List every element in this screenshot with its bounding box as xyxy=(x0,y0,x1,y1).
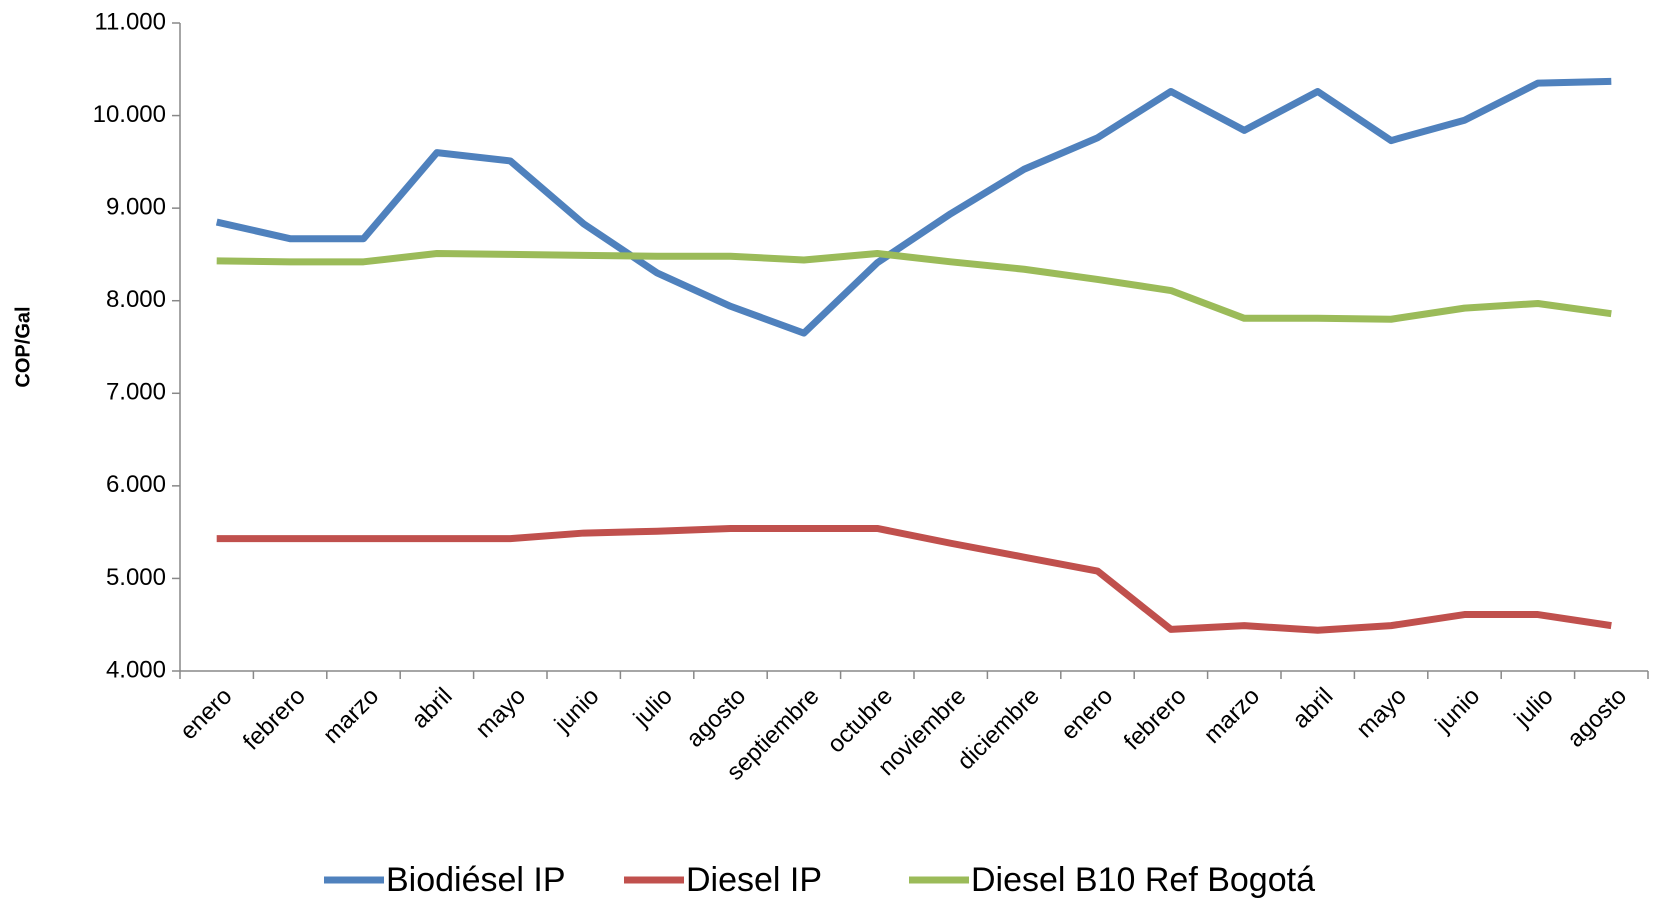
series-line xyxy=(216,250,1612,323)
series-line xyxy=(216,524,1612,634)
y-tick-label: 4.000 xyxy=(106,656,166,683)
x-tick-label: junio xyxy=(1430,683,1486,739)
y-tick-label: 9.000 xyxy=(106,193,166,220)
x-tick-label: marzo xyxy=(1199,683,1265,749)
y-tick-label: 11.000 xyxy=(94,8,166,35)
legend-label: Diesel IP xyxy=(686,861,822,899)
x-tick-label: enero xyxy=(1056,683,1119,746)
y-tick-label: 7.000 xyxy=(106,379,166,406)
x-tick-label: julio xyxy=(1509,683,1559,733)
legend-label: Diesel B10 Ref Bogotá xyxy=(971,861,1315,899)
x-tick-label: abril xyxy=(406,683,457,734)
y-tick-label: 10.000 xyxy=(93,101,166,128)
x-tick-label: enero xyxy=(175,683,238,746)
x-tick-label: julio xyxy=(628,683,678,733)
legend-label: Biodiésel IP xyxy=(386,861,566,899)
x-tick-label: mayo xyxy=(1351,683,1412,744)
y-axis-title: COP/Gal xyxy=(12,306,34,387)
y-tick-label: 6.000 xyxy=(106,471,166,498)
x-tick-label: junio xyxy=(549,683,605,739)
x-tick-label: febrero xyxy=(238,683,311,756)
x-tick-label: abril xyxy=(1287,683,1338,734)
x-tick-label: agosto xyxy=(1562,683,1632,753)
x-tick-label: agosto xyxy=(681,683,751,753)
y-tick-label: 5.000 xyxy=(106,564,166,591)
x-tick-label: febrero xyxy=(1119,683,1192,756)
y-tick-label: 8.000 xyxy=(106,286,166,313)
series-line xyxy=(215,77,1612,337)
x-tick-label: mayo xyxy=(470,683,531,744)
x-tick-label: marzo xyxy=(318,683,384,749)
